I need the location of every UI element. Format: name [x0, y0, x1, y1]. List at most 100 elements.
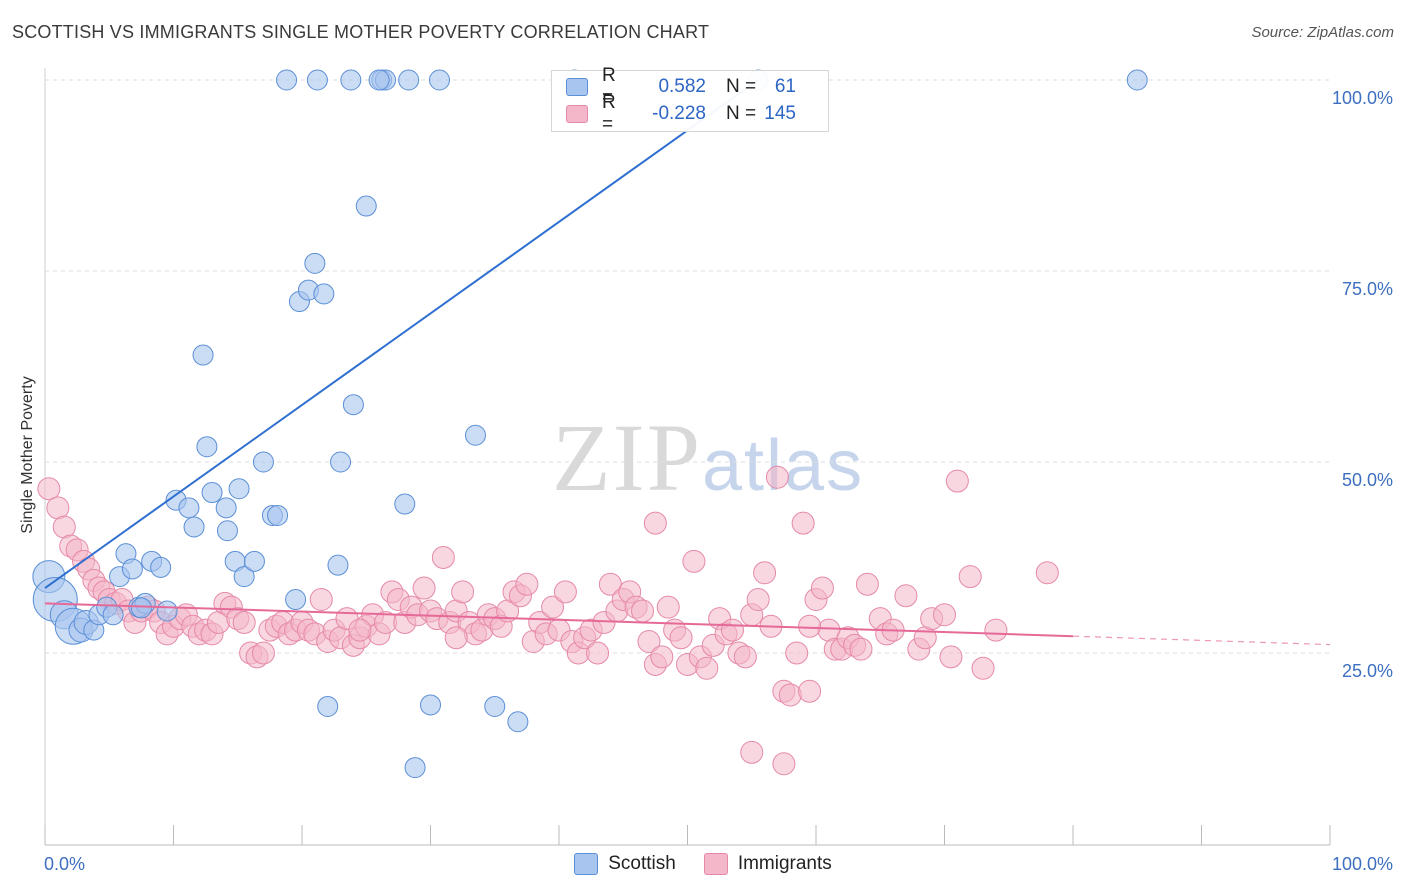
scottish-point	[507, 711, 529, 733]
legend-n-value: 145	[764, 103, 796, 124]
scottish-point	[394, 493, 416, 515]
scottish-point	[285, 589, 307, 611]
scottish-point	[178, 497, 200, 519]
immigrants-point	[309, 588, 333, 612]
legend-r-label: R =	[602, 65, 616, 108]
scottish-point	[121, 558, 143, 580]
scottish-point	[215, 497, 237, 519]
immigrants-point	[553, 580, 577, 604]
immigrants-point	[643, 511, 667, 535]
y-tick-label: 75.0%	[1342, 279, 1393, 299]
scottish-point	[368, 69, 390, 91]
immigrants-point	[412, 576, 436, 600]
tick-label-layer: 25.0% 50.0% 75.0% 100.0% 0.0% 100.0%	[44, 88, 1393, 874]
x-tick-label: 100.0%	[1332, 854, 1393, 874]
y-tick-label: 100.0%	[1332, 88, 1393, 108]
immigrants-trend-line	[44, 602, 1074, 638]
scottish-point	[267, 504, 289, 526]
immigrants-point	[650, 645, 674, 669]
chart-title: SCOTTISH VS IMMIGRANTS SINGLE MOTHER POV…	[12, 22, 710, 42]
immigrants-point	[740, 740, 764, 764]
immigrants-point	[656, 595, 680, 619]
legend-swatch-scottish	[574, 853, 599, 875]
scottish-point	[404, 757, 426, 779]
x-tick-label: 0.0%	[44, 854, 85, 874]
chart-source: Source: ZipAtlas.com	[1251, 24, 1394, 41]
immigrants-point	[939, 645, 963, 669]
immigrants-point	[791, 511, 815, 535]
immigrants-point	[765, 465, 789, 489]
scottish-point	[216, 520, 238, 542]
legend-item-scottish[interactable]: Scottish	[574, 853, 676, 875]
legend-r-value: -0.228	[652, 103, 706, 124]
immigrants-point	[855, 572, 879, 596]
immigrants-point	[778, 683, 802, 707]
y-tick-label: 50.0%	[1342, 470, 1393, 490]
immigrants-point	[637, 630, 661, 654]
legend-r-label: R =	[602, 92, 616, 135]
legend-r-value: 0.582	[658, 76, 706, 97]
scottish-point	[306, 69, 328, 91]
immigrants-point	[515, 572, 539, 596]
immigrants-point	[37, 477, 61, 501]
immigrants-point	[894, 584, 918, 608]
scottish-point	[327, 554, 349, 576]
scottish-point	[313, 283, 335, 305]
scottish-point	[192, 344, 214, 366]
watermark: ZIPatlas	[552, 402, 864, 513]
scottish-trend-line	[44, 79, 759, 589]
immigrants-point	[444, 626, 468, 650]
legend-swatch-immigrants	[703, 853, 728, 875]
immigrants-point	[945, 469, 969, 493]
legend-label-immigrants: Immigrants	[737, 853, 832, 874]
immigrants-point	[746, 588, 770, 612]
scottish-points	[32, 69, 1148, 779]
scottish-point	[201, 482, 223, 504]
immigrants-point	[541, 595, 565, 619]
immigrants-point	[772, 752, 796, 776]
scottish-point	[276, 69, 298, 91]
scottish-point	[304, 252, 326, 274]
scottish-point	[317, 695, 339, 717]
legend-label-scottish: Scottish	[608, 853, 676, 874]
trend-layer	[44, 79, 1331, 646]
scottish-point	[355, 195, 377, 217]
legend-n-value: 61	[774, 76, 796, 97]
legend-swatch-immigrants	[566, 105, 588, 123]
scottish-point	[1126, 69, 1148, 91]
immigrants-point	[798, 679, 822, 703]
scottish-point	[252, 451, 274, 473]
immigrants-trend-extension	[1072, 635, 1331, 646]
scottish-point	[130, 597, 152, 619]
immigrants-point	[1035, 561, 1059, 585]
immigrants-point	[810, 576, 834, 600]
scottish-point	[156, 600, 178, 622]
scottish-point	[340, 69, 362, 91]
axis-layer	[44, 68, 1331, 846]
immigrants-point	[695, 656, 719, 680]
series-legend: Scottish Immigrants	[0, 850, 1406, 878]
watermark-zip: ZIP	[552, 404, 702, 511]
scottish-point	[342, 394, 364, 416]
immigrants-point	[451, 580, 475, 604]
scottish-point	[196, 436, 218, 458]
immigrants-point	[984, 618, 1008, 642]
immigrants-point	[849, 637, 873, 661]
immigrants-point	[733, 645, 757, 669]
y-tick-label: 25.0%	[1342, 661, 1393, 681]
legend-row-immigrants: R = -0.228 N = 145	[566, 92, 796, 135]
legend-n-label: N =	[726, 103, 757, 124]
scottish-point	[150, 556, 172, 578]
scottish-point	[484, 695, 506, 717]
scottish-point	[330, 451, 352, 473]
immigrants-point	[720, 618, 744, 642]
correlation-legend: R = 0.582 N = 61 R = -0.228 N = 145	[551, 65, 829, 135]
immigrants-point	[798, 614, 822, 638]
scottish-point	[183, 516, 205, 538]
scottish-point	[398, 69, 420, 91]
scottish-point	[228, 478, 250, 500]
immigrants-point	[631, 599, 655, 623]
scottish-point	[233, 566, 255, 588]
legend-item-immigrants[interactable]: Immigrants	[703, 853, 832, 875]
